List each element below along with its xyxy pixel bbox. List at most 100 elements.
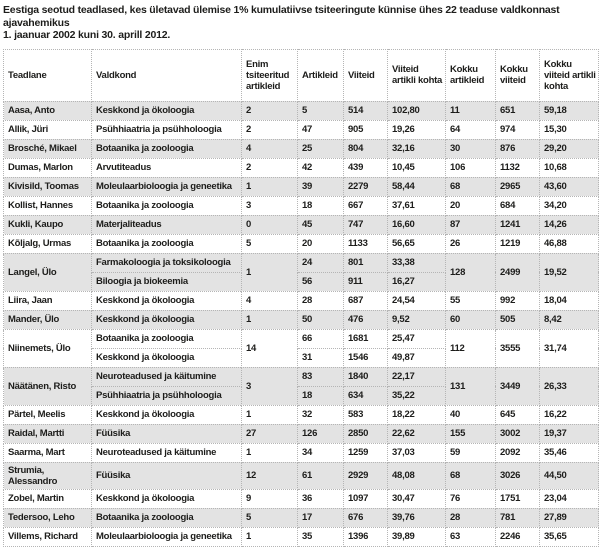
- cell-viiteid: 1396: [343, 526, 388, 547]
- cell-teadlane: Mander, Ülo: [3, 309, 92, 330]
- cell-viiteid: 2850: [343, 423, 388, 444]
- cell-artikleid: 50: [297, 309, 344, 330]
- cell-viiteid-artikli-kohta: 37,61: [387, 195, 446, 216]
- cell-valdkond: Moleulaarbioloogia ja geneetika: [91, 176, 242, 197]
- cell-kokku-viiteid: 3026: [495, 461, 540, 490]
- cell-kokku-viiteid-artikli-kohta: 59,18: [539, 100, 599, 121]
- header-row: Teadlane Valdkond Enim tsiteeritud artikle…: [3, 48, 599, 102]
- cell-viiteid-artikli-kohta: 30,47: [387, 488, 446, 509]
- cell-viiteid: 1259: [343, 442, 388, 463]
- table-row: Villems, Richard Moleulaarbioloogia ja ge…: [3, 526, 599, 547]
- cell-artikleid: 18: [297, 385, 344, 406]
- cell-viiteid: 676: [343, 507, 388, 528]
- cell-kokku-viiteid: 651: [495, 100, 540, 121]
- cell-kokku-artikleid: 112: [445, 328, 496, 368]
- cell-kokku-artikleid: 68: [445, 461, 496, 490]
- cell-viiteid-artikli-kohta: 16,27: [387, 271, 446, 292]
- cell-viiteid-artikli-kohta: 32,16: [387, 138, 446, 159]
- cell-artikleid: 17: [297, 507, 344, 528]
- cell-artikleid: 56: [297, 271, 344, 292]
- cell-kokku-viiteid-artikli-kohta: 8,42: [539, 309, 599, 330]
- cell-artikleid: 47: [297, 119, 344, 140]
- cell-kokku-viiteid: 684: [495, 195, 540, 216]
- cell-teadlane: Niinemets, Ülo: [3, 328, 92, 368]
- cell-artikleid: 31: [297, 347, 344, 368]
- table-row: Dumas, Marlon Arvutiteadus 2 42 439 10,45 106 1…: [3, 157, 599, 178]
- cell-kokku-viiteid-artikli-kohta: 35,46: [539, 442, 599, 463]
- cell-valdkond: Keskkond ja ökoloogia: [91, 404, 242, 425]
- cell-enim-tsiteeritud-artikleid: 1: [241, 309, 298, 330]
- cell-viiteid-artikli-kohta: 56,65: [387, 233, 446, 254]
- cell-artikleid: 36: [297, 488, 344, 509]
- cell-kokku-viiteid: 1751: [495, 488, 540, 509]
- cell-viiteid-artikli-kohta: 10,45: [387, 157, 446, 178]
- cell-kokku-artikleid: 60: [445, 309, 496, 330]
- column-header-4: Artikleid: [297, 48, 344, 102]
- cell-artikleid: 24: [297, 252, 344, 273]
- table-row: Kõljalg, Urmas Botaanika ja zooloogia 5 20 1…: [3, 233, 599, 254]
- cell-viiteid-artikli-kohta: 58,44: [387, 176, 446, 197]
- cell-artikleid: 42: [297, 157, 344, 178]
- cell-valdkond: Füüsika: [91, 461, 242, 490]
- table-row: Kukli, Kaupo Materjaliteadus 0 45 747 16,60 87…: [3, 214, 599, 235]
- cell-teadlane: Liira, Jaan: [3, 290, 92, 311]
- cell-viiteid-artikli-kohta: 37,03: [387, 442, 446, 463]
- cell-valdkond: Keskkond ja ökoloogia: [91, 100, 242, 121]
- cell-viiteid-artikli-kohta: 102,80: [387, 100, 446, 121]
- cell-kokku-artikleid: 26: [445, 233, 496, 254]
- cell-valdkond: Füüsika: [91, 423, 242, 444]
- table-row: Strumia, Alessandro Füüsika 12 61 2929 48,08 6…: [3, 461, 599, 490]
- cell-kokku-viiteid: 505: [495, 309, 540, 330]
- cell-enim-tsiteeritud-artikleid: 1: [241, 176, 298, 197]
- cell-enim-tsiteeritud-artikleid: 12: [241, 461, 298, 490]
- column-header-5: Viiteid: [343, 48, 388, 102]
- table-row: Aasa, Anto Keskkond ja ökoloogia 2 5 514 102,…: [3, 100, 599, 121]
- cell-valdkond: Biloogia ja biokeemia: [91, 271, 242, 292]
- cell-kokku-viiteid-artikli-kohta: 43,60: [539, 176, 599, 197]
- cell-kokku-viiteid-artikli-kohta: 29,20: [539, 138, 599, 159]
- cell-teadlane: Aasa, Anto: [3, 100, 92, 121]
- cell-artikleid: 35: [297, 526, 344, 547]
- cell-kokku-artikleid: 28: [445, 507, 496, 528]
- column-header-3: Enim tsiteeritud artikleid: [241, 48, 298, 102]
- cell-kokku-viiteid-artikli-kohta: 18,04: [539, 290, 599, 311]
- cell-kokku-viiteid: 2499: [495, 252, 540, 292]
- cell-viiteid: 911: [343, 271, 388, 292]
- cell-valdkond: Keskkond ja ökoloogia: [91, 309, 242, 330]
- column-header-9: Kokku viiteid artikli kohta: [539, 48, 599, 102]
- cell-viiteid: 804: [343, 138, 388, 159]
- cell-enim-tsiteeritud-artikleid: 1: [241, 442, 298, 463]
- cell-kokku-viiteid: 645: [495, 404, 540, 425]
- cell-kokku-viiteid-artikli-kohta: 46,88: [539, 233, 599, 254]
- cell-enim-tsiteeritud-artikleid: 4: [241, 138, 298, 159]
- cell-kokku-artikleid: 155: [445, 423, 496, 444]
- scientists-citation-table: Teadlane Valdkond Enim tsiteeritud artikle…: [3, 48, 599, 547]
- cell-kokku-viiteid: 992: [495, 290, 540, 311]
- cell-kokku-artikleid: 68: [445, 176, 496, 197]
- cell-enim-tsiteeritud-artikleid: 3: [241, 366, 298, 406]
- cell-enim-tsiteeritud-artikleid: 5: [241, 233, 298, 254]
- cell-kokku-artikleid: 131: [445, 366, 496, 406]
- cell-enim-tsiteeritud-artikleid: 1: [241, 252, 298, 292]
- cell-enim-tsiteeritud-artikleid: 5: [241, 507, 298, 528]
- table-row: Kollist, Hannes Botaanika ja zooloogia 3 18…: [3, 195, 599, 216]
- cell-artikleid: 45: [297, 214, 344, 235]
- cell-viiteid: 476: [343, 309, 388, 330]
- table-row: Brosché, Mikael Botaanika ja zooloogia 4 25…: [3, 138, 599, 159]
- table-row: Tedersoo, Leho Botaanika ja zooloogia 5 17 6…: [3, 507, 599, 528]
- cell-viiteid-artikli-kohta: 35,22: [387, 385, 446, 406]
- cell-viiteid: 747: [343, 214, 388, 235]
- cell-teadlane: Näätänen, Risto: [3, 366, 92, 406]
- cell-viiteid: 514: [343, 100, 388, 121]
- cell-kokku-viiteid: 1241: [495, 214, 540, 235]
- cell-viiteid-artikli-kohta: 39,76: [387, 507, 446, 528]
- cell-kokku-viiteid: 2092: [495, 442, 540, 463]
- column-header-8: Kokku viiteid: [495, 48, 540, 102]
- cell-enim-tsiteeritud-artikleid: 3: [241, 195, 298, 216]
- cell-artikleid: 5: [297, 100, 344, 121]
- cell-valdkond: Psühhiaatria ja psühholoogia: [91, 119, 242, 140]
- table-row: Zobel, Martin Keskkond ja ökoloogia 9 36 109…: [3, 488, 599, 509]
- table-row: Saarma, Mart Neuroteadused ja käitumine 1 3…: [3, 442, 599, 463]
- cell-kokku-artikleid: 128: [445, 252, 496, 292]
